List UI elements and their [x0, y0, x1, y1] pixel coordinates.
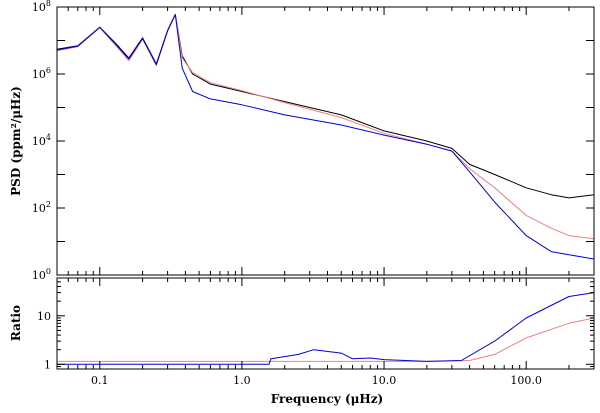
ratio-series-red [57, 317, 595, 362]
psd-y-tick-label: 100 [32, 267, 51, 282]
psd-y-tick-label: 108 [32, 0, 51, 14]
x-tick-label: 100.0 [510, 374, 542, 387]
ratio-panel-frame [56, 277, 595, 370]
psd-y-tick-label: 102 [32, 200, 51, 215]
psd-panel: 100 102 104 106 108 PSD (ppm²/μHz) [9, 0, 595, 282]
x-tick-label: 10.0 [372, 374, 397, 387]
ratio-y-axis-label: Ratio [9, 305, 23, 341]
psd-y-tick-label: 106 [32, 66, 51, 81]
psd-series-blue [56, 13, 595, 260]
ratio-series-blue [57, 292, 595, 365]
ratio-y-tick-label: 10 [37, 310, 51, 323]
psd-y-tick-exponent: 8 [46, 0, 51, 8]
psd-ticks: 100 102 104 106 108 [32, 0, 595, 282]
psd-series-black [56, 13, 595, 199]
psd-series-red [56, 14, 595, 240]
psd-y-tick-label: 104 [32, 133, 51, 148]
psd-y-tick-exponent: 4 [46, 133, 51, 142]
ratio-panel: 0.1 1.0 10.0 100.0 1 10 Ratio Frequency (μHz) [9, 277, 595, 406]
ratio-y-tick-label: 1 [44, 358, 51, 371]
x-axis-label: Frequency (μHz) [271, 392, 384, 406]
x-tick-label: 1.0 [233, 374, 251, 387]
psd-y-tick-exponent: 0 [46, 267, 51, 276]
ratio-series-group [57, 292, 595, 365]
psd-y-axis-label: PSD (ppm²/μHz) [9, 86, 23, 196]
ratio-ticks: 0.1 1.0 10.0 100.0 1 10 [37, 277, 595, 387]
x-tick-label: 0.1 [91, 374, 109, 387]
psd-y-tick-exponent: 6 [46, 66, 51, 75]
psd-y-tick-exponent: 2 [46, 200, 51, 209]
psd-series-group [56, 13, 595, 260]
